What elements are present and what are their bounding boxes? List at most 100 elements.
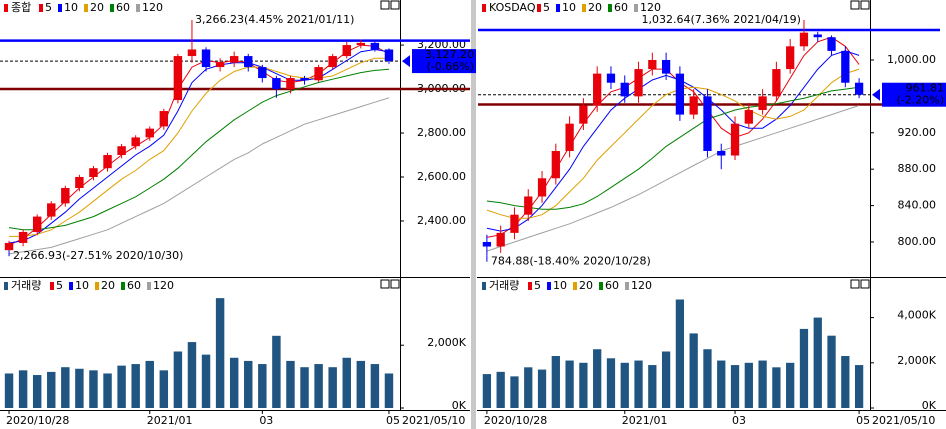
moving-average: [486, 105, 860, 252]
volume-bar: [286, 360, 295, 408]
volume-bar: [606, 358, 616, 408]
volume-bar: [620, 362, 629, 408]
volume-bar: [258, 364, 267, 408]
legend-swatch: [50, 282, 54, 290]
candle-body: [703, 96, 712, 151]
candle-body: [342, 45, 351, 57]
volume-bar: [215, 298, 225, 408]
candle-body: [75, 176, 84, 188]
legend-label: 10: [553, 279, 567, 292]
volume-bar: [744, 362, 753, 408]
window-button[interactable]: [380, 279, 390, 289]
volume-bar: [89, 370, 98, 408]
volume-bar: [117, 365, 126, 408]
x-tick-label: 03: [732, 414, 746, 427]
volume-bar: [537, 369, 547, 408]
close-button[interactable]: [390, 279, 400, 289]
legend-swatch: [482, 4, 486, 12]
x-tick-label: 2020/10/28: [484, 414, 547, 427]
volume-bar: [32, 375, 42, 408]
volume-bar: [187, 342, 197, 408]
legend-label: 5: [45, 1, 52, 14]
candle-body: [510, 214, 519, 233]
volume-bar: [384, 373, 394, 408]
volume-bar: [229, 357, 239, 408]
legend-swatch: [4, 282, 8, 290]
volume-bar: [342, 357, 351, 408]
candle-body: [18, 231, 28, 243]
candle-body: [717, 150, 726, 156]
candle-body: [201, 49, 211, 68]
legend-swatch: [39, 4, 43, 12]
candle-body: [229, 56, 239, 63]
legend-label: 20: [588, 1, 602, 14]
legend-label: 20: [90, 1, 104, 14]
panel-divider: [471, 0, 476, 429]
candle-body: [370, 42, 380, 50]
window-button[interactable]: [850, 279, 860, 289]
legend-label: 10: [75, 279, 89, 292]
legend-label: 60: [605, 279, 619, 292]
volume-bar: [703, 349, 712, 408]
candle-body: [47, 203, 56, 217]
candle-body: [272, 78, 281, 90]
last-change: (-0.66%): [427, 60, 475, 73]
volume-bar: [593, 349, 602, 408]
candle-body: [145, 128, 154, 138]
volume-bar: [314, 364, 323, 408]
price-box: [412, 49, 476, 74]
volume-bar: [300, 367, 309, 408]
legend-title: 종합: [11, 1, 31, 14]
y-tick-label: 800.00: [898, 235, 937, 248]
legend-title: KOSDAQ: [489, 1, 536, 14]
volume-bar: [661, 351, 671, 408]
legend-label: 120: [640, 1, 661, 14]
volume-bar: [18, 370, 28, 408]
candle-body: [634, 69, 643, 97]
candle-body: [799, 32, 809, 47]
legend-swatch: [547, 282, 551, 290]
high-annotation: 3,266.23(4.45% 2021/01/11): [195, 13, 354, 26]
candle-body: [103, 155, 112, 169]
close-button[interactable]: [860, 279, 870, 289]
volume-bar: [131, 364, 140, 408]
legend-label: 10: [562, 1, 576, 14]
x-tick-label: 05: [856, 414, 870, 427]
candle-body: [32, 216, 42, 232]
candle-body: [854, 82, 864, 95]
candle-body: [482, 241, 492, 247]
volume-bar: [159, 370, 169, 408]
volume-bar: [201, 354, 211, 408]
candle-body: [593, 73, 602, 106]
legend-swatch: [482, 282, 486, 290]
close-button[interactable]: [860, 0, 870, 10]
price-arrow: [402, 55, 410, 68]
volume-bar: [524, 367, 533, 408]
window-button[interactable]: [380, 0, 390, 10]
volume-bar: [827, 335, 836, 408]
volume-tick-label: 4,000K: [897, 309, 936, 322]
x-tick-label: 03: [259, 414, 273, 427]
volume-bar: [579, 362, 588, 408]
candle-body: [813, 34, 822, 38]
moving-average: [8, 44, 390, 246]
legend-label: 120: [631, 279, 652, 292]
candle-body: [215, 62, 225, 68]
candle-body: [661, 59, 671, 74]
high-annotation: 1,032.64(7.36% 2021/04/19): [642, 13, 801, 26]
moving-average: [9, 57, 389, 237]
last-date: 2021/05/10: [402, 414, 465, 427]
candle-body: [565, 123, 574, 151]
candle-body: [117, 146, 126, 156]
candle-body: [744, 110, 753, 124]
volume-bar: [634, 360, 643, 408]
volume-bar: [61, 367, 70, 408]
volume-bar: [496, 371, 505, 408]
legend-label: 20: [579, 279, 593, 292]
legend-label: 20: [101, 279, 115, 292]
close-button[interactable]: [390, 0, 400, 10]
volume-bar: [356, 360, 366, 408]
legend-swatch: [121, 282, 125, 290]
window-button[interactable]: [850, 0, 860, 10]
